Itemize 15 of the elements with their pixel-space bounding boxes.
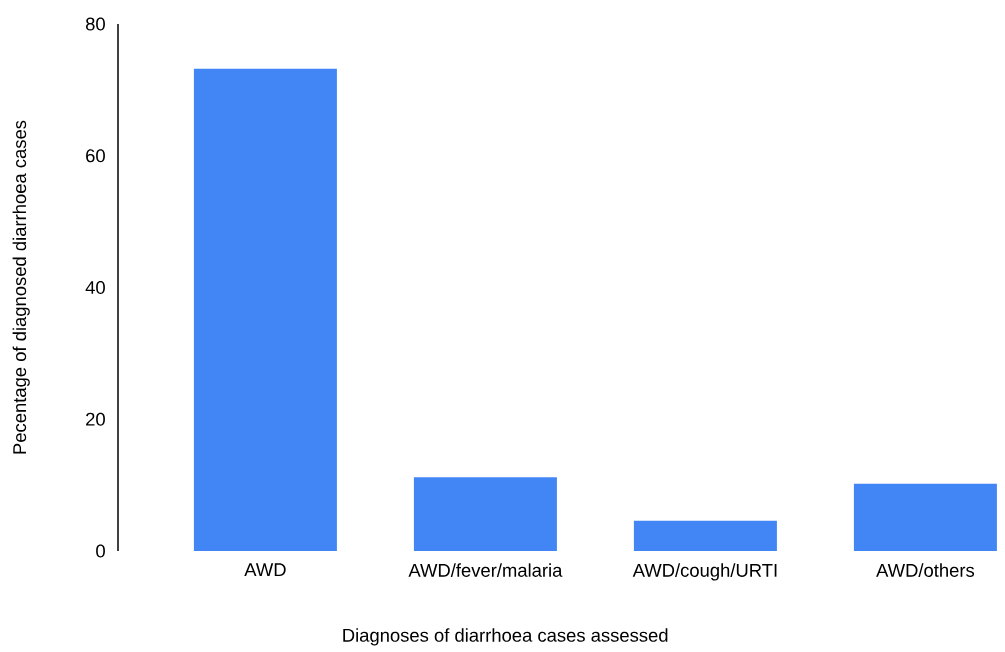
bar bbox=[413, 477, 557, 552]
x-tick-label: AWD/fever/malaria bbox=[408, 563, 563, 578]
y-tick-label: 80 bbox=[85, 17, 105, 31]
y-tick-label: 20 bbox=[86, 412, 105, 426]
x-tick-label: AWD/cough/URTI bbox=[632, 563, 777, 581]
y-tick-label: 0 bbox=[96, 544, 105, 558]
y-axis-title: Pecentage of diagnosed diarrhoea cases bbox=[12, 120, 30, 454]
y-tick-label: 40 bbox=[85, 281, 105, 295]
bar bbox=[633, 520, 777, 552]
bar bbox=[853, 483, 997, 552]
x-axis-title: Diagnoses of diarrhoea cases assessed bbox=[343, 628, 668, 646]
y-tick-label: 60 bbox=[86, 149, 105, 163]
x-tick-label: AWD/others bbox=[876, 563, 975, 578]
x-tick-label: AWD bbox=[244, 563, 286, 577]
bar bbox=[193, 68, 337, 552]
